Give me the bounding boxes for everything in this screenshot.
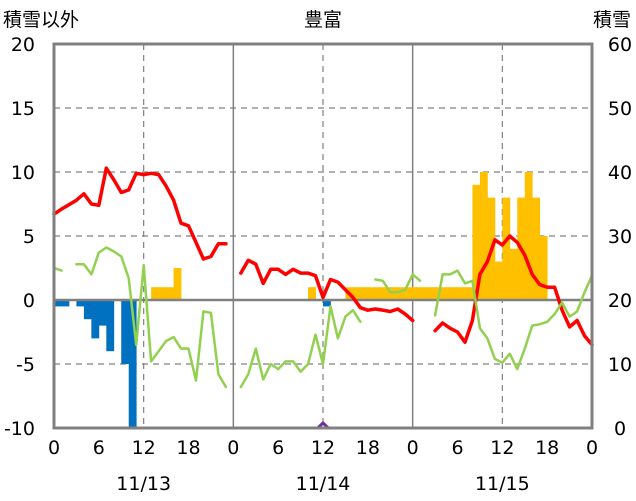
x-tick-label: 12 [490,437,514,459]
precip-bar [83,300,92,320]
snow-depth-bar [173,268,182,300]
snow-depth-bar [450,287,458,300]
left-tick-label: 5 [23,226,35,248]
snow-depth-bar [464,287,473,300]
right-tick-label: 60 [608,34,632,56]
precip-bar [98,300,107,326]
x-tick-label: 0 [407,437,419,459]
precip-bar [54,300,62,307]
left-tick-label: 0 [23,290,35,312]
snow-depth-bar [420,287,429,300]
bar-layer [54,172,548,428]
series-line-red [239,258,415,323]
snow-depth-bar [151,287,160,300]
right-tick-label: 50 [608,98,632,120]
snow-depth-bar [367,287,376,300]
chart-title: 豊富 [304,9,342,31]
snow-depth-bar [166,287,174,300]
left-y-axis: 20 15 10 5 0 -5 -10 [4,34,35,440]
snow-depth-bar [390,287,399,300]
snow-depth-bar [397,287,406,300]
x-tick-label: 6 [93,437,105,459]
plot-frame [52,42,594,430]
series-line-green [75,246,228,389]
x-tick-label: 18 [535,437,559,459]
right-tick-label: 40 [608,162,632,184]
x-tick-label: 0 [586,437,598,459]
date-label: 11/15 [475,473,530,495]
x-tick-label: 0 [48,437,60,459]
right-tick-label: 20 [608,290,632,312]
right-tick-label: 0 [614,418,626,440]
left-tick-label: 20 [11,34,35,56]
snow-depth-bar [375,287,384,300]
snow-depth-bar [308,287,316,300]
x-tick-label: 12 [132,437,156,459]
left-tick-label: -5 [16,354,35,376]
left-tick-label: -10 [4,418,35,440]
series-line-green [374,273,422,294]
precip-bar [128,300,137,428]
snow-depth-bar [412,287,421,300]
snow-depth-bar [539,236,548,300]
snow-depth-bar [532,197,541,300]
left-axis-label: 積雪以外 [3,9,79,31]
snow-depth-bar [524,172,533,300]
snow-depth-bar [472,184,481,300]
x-tick-label: 6 [272,437,284,459]
precip-bar [121,300,130,364]
x-axis: 0 6 12 18 0 6 12 18 0 6 12 18 0 [48,437,598,459]
precip-bar [106,300,115,352]
series-line-green [239,305,362,389]
snow-depth-bar [494,261,503,300]
series-line-green [433,269,594,371]
right-tick-label: 10 [608,354,632,376]
date-labels: 11/13 11/14 11/15 [116,473,529,495]
snow-depth-bar [502,197,511,300]
series-line-red [433,234,594,347]
x-tick-label: 18 [176,437,200,459]
snow-depth-bar [479,172,488,300]
right-y-axis: 60 50 40 30 20 10 0 [608,34,632,440]
precip-bar [61,300,70,307]
snow-depth-bar [509,248,518,300]
snow-depth-bar [158,287,167,300]
x-tick-label: 6 [451,437,463,459]
x-tick-label: 0 [227,437,239,459]
precip-bar [76,300,85,307]
x-tick-label: 18 [356,437,380,459]
date-label: 11/14 [296,473,351,495]
date-label: 11/13 [116,473,171,495]
right-axis-label: 積雪 [593,9,631,31]
x-tick-label: 12 [311,437,335,459]
precip-bar [323,300,331,307]
snow-depth-bar [427,287,436,300]
precip-bar [91,300,100,339]
snow-depth-bar [360,287,369,300]
snow-depth-bar [405,287,414,300]
left-tick-label: 15 [11,98,35,120]
snow-depth-bar [457,287,466,300]
left-tick-label: 10 [11,162,35,184]
snow-depth-bar [442,287,451,300]
snow-depth-bar [382,287,391,300]
series-line-red [52,166,228,261]
snow-depth-bar [352,287,361,300]
right-tick-label: 30 [608,226,632,248]
